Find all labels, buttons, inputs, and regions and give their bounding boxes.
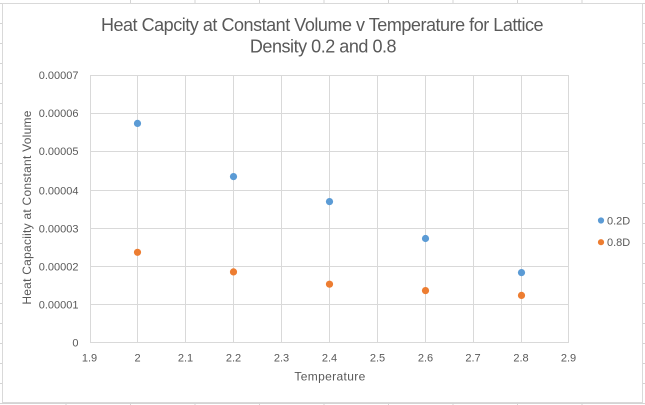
- svg-text:0.00001: 0.00001: [39, 299, 79, 311]
- svg-text:0.00006: 0.00006: [39, 108, 79, 120]
- svg-text:2.2: 2.2: [226, 353, 241, 365]
- svg-text:2.5: 2.5: [370, 353, 385, 365]
- svg-text:1.9: 1.9: [82, 353, 97, 365]
- svg-text:Density 0.2 and 0.8: Density 0.2 and 0.8: [250, 37, 397, 57]
- svg-text:0.8D: 0.8D: [607, 237, 630, 249]
- svg-text:2.6: 2.6: [418, 353, 433, 365]
- svg-text:2.3: 2.3: [274, 353, 289, 365]
- svg-text:2.1: 2.1: [178, 353, 193, 365]
- svg-text:Heat Capcity at Constant Volum: Heat Capcity at Constant Volume v Temper…: [101, 15, 544, 35]
- svg-text:0: 0: [72, 337, 78, 349]
- svg-text:2.8: 2.8: [513, 353, 528, 365]
- svg-text:0.00007: 0.00007: [39, 70, 79, 82]
- svg-text:Heat Capaciity at Constant Vol: Heat Capaciity at Constant Volume: [20, 110, 34, 304]
- svg-text:Temperature: Temperature: [294, 370, 365, 384]
- svg-text:0.00002: 0.00002: [39, 261, 79, 273]
- svg-text:2.7: 2.7: [465, 353, 480, 365]
- svg-text:2.4: 2.4: [322, 353, 337, 365]
- svg-text:0.00005: 0.00005: [39, 146, 79, 158]
- svg-text:2.9: 2.9: [561, 353, 576, 365]
- svg-text:2: 2: [134, 353, 140, 365]
- svg-text:0.00003: 0.00003: [39, 223, 79, 235]
- svg-text:0.2D: 0.2D: [607, 216, 630, 228]
- svg-text:0.00004: 0.00004: [39, 185, 79, 197]
